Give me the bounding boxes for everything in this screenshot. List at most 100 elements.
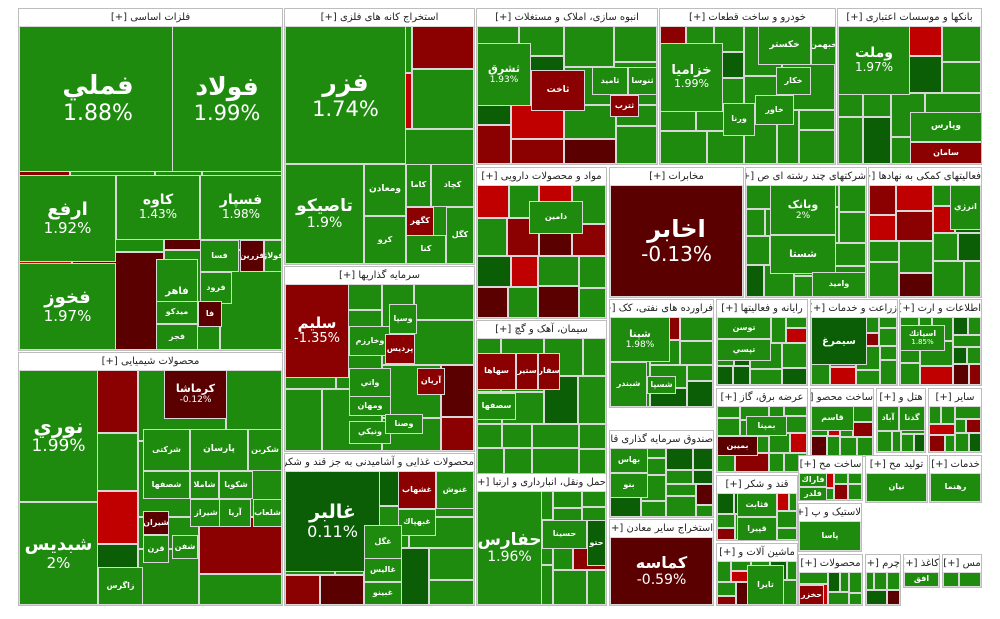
stock-tile-تپسي[interactable]: تپسي [717,339,771,361]
stock-tile-وصنا[interactable]: وصنا [385,414,423,434]
stock-tile-شيران[interactable]: شيران [143,511,169,535]
stock-tile-فولاد[interactable]: فولاد 1.99% [172,26,282,172]
stock-tile-ثامید[interactable]: ثامید [592,67,628,95]
stock-tile-تايرا[interactable]: تايرا [747,565,784,605]
stock-tile-وخارزم[interactable]: وخارزم [349,326,391,356]
stock-tile-ارفع[interactable]: ارفع 1.92% [19,175,116,262]
stock-tile-فجر[interactable]: فجر [156,324,198,350]
stock-tile-وملت[interactable]: وملت 1.97% [838,26,910,95]
stock-tile-minor-21-29-31[interactable] [840,437,857,456]
stock-tile-minor-2-87-0[interactable] [564,26,614,67]
stock-tile-minor-26-49-0[interactable] [848,473,862,484]
stock-tile-minor-5-0-102[interactable] [477,287,508,318]
stock-tile-شفن[interactable]: شفن [172,535,198,559]
stock-tile-خکار[interactable]: خکار [776,67,811,95]
stock-tile-minor-18-35-10[interactable] [645,458,666,475]
stock-tile-کگل[interactable]: کگل [446,207,474,264]
stock-tile-minor-18-86-57[interactable] [696,505,713,517]
stock-tile-minor-33-0-0[interactable] [943,572,959,587]
stock-tile-minor-16-0-104[interactable] [285,575,320,605]
stock-tile-minor-30-29-20[interactable] [828,592,849,605]
stock-tile-minor-28-15-25[interactable] [892,431,901,452]
stock-tile-minor-14-19-50[interactable] [830,367,856,385]
stock-tile-انرژي[interactable]: انرژي [950,185,981,230]
stock-tile-کچاد[interactable]: کچاد [431,164,474,207]
stock-tile-سصفها[interactable]: سصفها [477,393,516,420]
stock-tile-قرن[interactable]: قرن [143,535,169,563]
stock-tile-minor-5-61-71[interactable] [538,256,579,286]
stock-tile-minor-3-139-104[interactable] [799,130,835,164]
stock-tile-سامان[interactable]: سامان [910,142,981,164]
sector-header-expand-23[interactable]: ماشین آلات و [+] [717,544,797,561]
stock-tile-minor-15-69-47[interactable] [969,364,981,385]
stock-tile-ونيكي[interactable]: ونيكي [349,421,391,444]
stock-tile-آريان[interactable]: آريان [417,368,445,395]
stock-tile-minor-20-0-0[interactable] [717,406,740,418]
stock-tile-واتي[interactable]: واتي [349,368,391,398]
sector-header-expand-18[interactable]: صندوق سرمایه گذاری قابل معامله [+] [610,431,713,448]
stock-tile-minor-10-156-81[interactable] [441,365,474,417]
stock-tile-minor-18-56-48[interactable] [666,496,696,517]
stock-tile-minor-20-67-10[interactable] [784,416,807,433]
stock-tile-شبديس[interactable]: شبديس 2% [19,502,98,605]
stock-tile-minor-3-139-84[interactable] [799,110,835,130]
stock-tile-minor-20-52-47[interactable] [769,453,784,472]
stock-tile-minor-8-64-76[interactable] [933,261,964,297]
stock-tile-قپيرا[interactable]: قپيرا [737,517,777,540]
stock-tile-پاسا[interactable]: پاسا [799,521,861,551]
stock-tile-minor-12-70-0[interactable] [680,317,713,341]
stock-tile-minor-30-50-0[interactable] [849,572,862,593]
stock-tile-minor-5-61-101[interactable] [538,286,579,318]
stock-tile-وپارس[interactable]: وپارس [910,112,981,142]
stock-tile-شرکتی[interactable]: شرکتی [143,429,190,471]
stock-tile-شصفها[interactable]: شصفها [143,471,190,499]
sector-header-expand-31[interactable]: چرم [+] [866,555,900,572]
stock-tile-minor-4-25-91[interactable] [863,117,891,164]
stock-tile-minor-1-127-0[interactable] [412,26,474,69]
stock-tile-اسياتك[interactable]: اسياتك 1.85% [900,325,945,351]
stock-tile-minor-14-68-0[interactable] [879,317,897,328]
stock-tile-کرماشا[interactable]: کرماشا -0.12% [164,370,227,419]
stock-tile-minor-2-34-113[interactable] [511,139,564,164]
stock-tile-minor-7-0-80[interactable] [746,265,764,297]
stock-tile-ثترب[interactable]: ثترب [610,95,639,117]
stock-tile-نيان[interactable]: نيان [866,473,927,502]
stock-tile-دامین[interactable]: دامین [529,201,583,234]
stock-tile-نوري[interactable]: نوري 1.99% [19,370,98,502]
stock-tile-توسن[interactable]: توسن [717,317,771,339]
stock-tile-minor-22-72-0[interactable] [789,493,797,511]
stock-tile-minor-29-0-0[interactable] [929,406,941,424]
stock-tile-minor-18-56-0[interactable] [666,448,693,470]
stock-tile-minor-26-35-11[interactable] [834,484,848,500]
stock-tile-غبهپاك[interactable]: غبهپاك [398,509,436,536]
stock-tile-minor-17-105-0[interactable] [582,491,606,507]
stock-tile-minor-31-21-18[interactable] [887,590,900,605]
stock-tile-minor-5-102-103[interactable] [579,288,606,318]
stock-tile-minor-8-64-48[interactable] [933,233,958,261]
stock-tile-فملي[interactable]: فملي 1.88% [19,26,177,172]
sector-header-expand-33[interactable]: مس [+] [943,555,981,572]
stock-tile-minor-16-144-109[interactable] [429,580,474,605]
stock-tile-minor-29-0-18[interactable] [929,424,955,435]
stock-tile-minor-22-0-0[interactable] [717,493,734,514]
stock-tile-minor-29-40-27[interactable] [969,433,981,452]
stock-tile-minor-20-73-27[interactable] [790,433,807,453]
stock-tile-minor-4-104-0[interactable] [942,26,981,62]
stock-tile-پردیس[interactable]: پردیس [385,334,415,364]
sector-header-expand-7[interactable]: شرکتهای چند رشته ای ص [+] [746,168,866,185]
stock-tile-minor-15-53-18[interactable] [953,335,981,347]
stock-tile-minor-16-35-104[interactable] [320,575,364,605]
stock-tile-minor-29-26-13[interactable] [955,419,966,433]
stock-tile-minor-29-16-29[interactable] [945,435,955,452]
stock-tile-minor-28-0-25[interactable] [877,431,892,452]
stock-tile-پارسان[interactable]: پارسان [190,429,248,471]
stock-tile-minor-8-0-0[interactable] [869,185,896,215]
stock-tile-غگل[interactable]: غگل [364,525,402,559]
stock-tile-minor-22-60-35[interactable] [777,528,797,540]
stock-tile-گدنا[interactable]: گدنا [899,406,925,431]
sector-header-expand-32[interactable]: کاغذ [+] [904,555,939,572]
stock-tile-بنو[interactable]: بنو [610,473,648,498]
stock-tile-minor-12-77-48[interactable] [687,365,713,381]
stock-tile-افق[interactable]: افق [904,572,939,587]
sector-header-expand-22[interactable]: قند و شکر [+] [717,476,797,493]
